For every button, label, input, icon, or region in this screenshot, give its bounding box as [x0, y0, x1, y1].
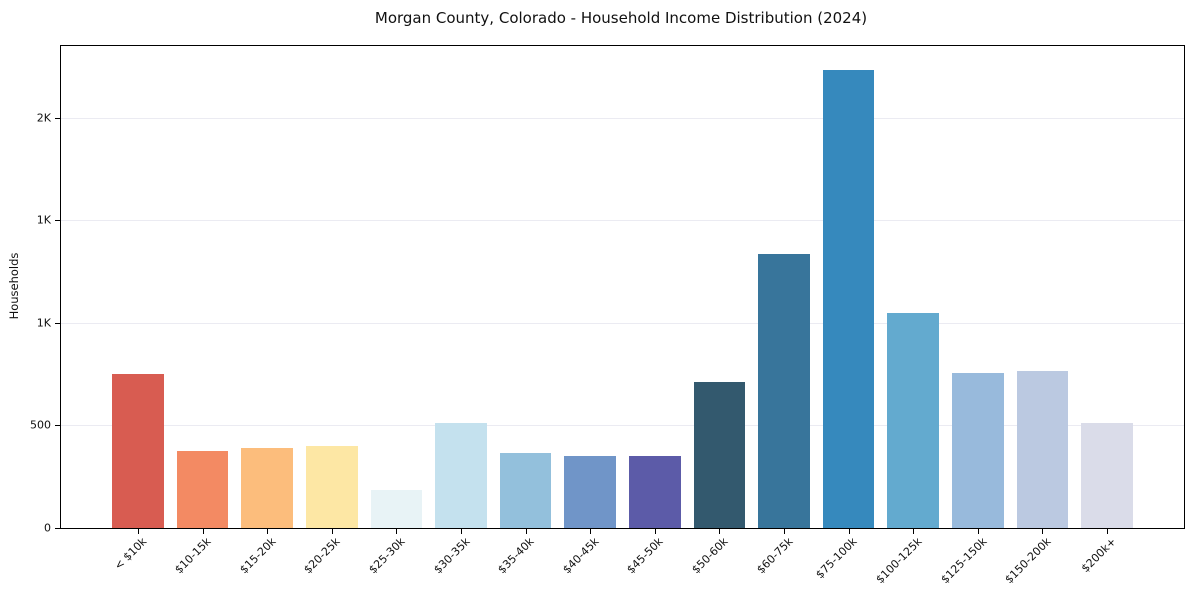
x-tick-mark [848, 529, 850, 534]
gridline [61, 425, 1184, 427]
x-tick-mark [331, 529, 333, 534]
bar [305, 445, 358, 528]
gridline [61, 117, 1184, 119]
bar [693, 382, 746, 528]
bar [370, 490, 423, 528]
gridline [61, 220, 1184, 222]
y-tick-mark [55, 220, 60, 222]
plot-area: 0 500 1K 1K 2K < $10k $10-15k $15-20k $20-25k $25… [30, 45, 1185, 586]
y-tick-mark [55, 425, 60, 427]
x-tick-mark [396, 529, 398, 534]
x-tick-label-text: $100-125k [873, 535, 925, 587]
bar [112, 374, 164, 528]
y-tick-mark [55, 117, 60, 119]
x-tick-label-text: $15-20k [237, 535, 279, 577]
x-tick-label-text: $50-60k [689, 535, 731, 577]
x-tick-label-text: $10-15k [172, 535, 214, 577]
x-tick-label-text: $125-150k [937, 535, 990, 587]
y-axis-label: Households [7, 252, 21, 320]
x-tick-mark [654, 529, 656, 534]
x-tick-label-text: < $10k [111, 535, 150, 573]
x-tick-label-text: $35-40k [495, 535, 537, 577]
x-tick-label-text: $45-50k [624, 535, 666, 577]
bar [952, 373, 1004, 528]
chart-title: Morgan County, Colorado - Household Inco… [374, 9, 868, 27]
x-tick-label-text: $75-100k [813, 535, 860, 582]
bar [499, 453, 552, 528]
bar [887, 312, 940, 528]
x-tick-label-text: $60-75k [753, 535, 796, 577]
bar [435, 423, 487, 528]
bar [1081, 423, 1133, 528]
x-tick-mark [202, 529, 204, 534]
y-tick-mark [55, 322, 60, 324]
y-tick-label: 500 [30, 418, 51, 432]
y-tick-label: 0 [44, 521, 51, 535]
bar [822, 70, 875, 528]
x-tick-label-text: $25-30k [366, 535, 408, 577]
x-tick-mark [719, 529, 721, 534]
y-tick-mark [55, 528, 60, 529]
x-tick-mark [1042, 529, 1044, 534]
bar [628, 456, 681, 528]
x-tick-mark [913, 529, 915, 534]
bar [758, 254, 810, 528]
bar [241, 448, 293, 528]
bar [176, 451, 229, 528]
x-tick-mark [784, 529, 786, 534]
x-tick-label-text: $40-45k [560, 535, 602, 577]
x-tick-label-text: $200k+ [1078, 535, 1119, 576]
x-tick-mark [525, 529, 527, 534]
x-tick-mark [1107, 529, 1109, 534]
x-tick-label-text: $150-200k [1002, 535, 1054, 587]
bar [1016, 371, 1069, 528]
y-tick-label: 1K [36, 316, 51, 330]
x-tick-mark [977, 529, 979, 534]
x-tick-label-text: $30-35k [430, 535, 473, 577]
y-tick-label: 2K [36, 111, 51, 125]
x-tick-mark [590, 529, 592, 534]
gridline [61, 322, 1184, 324]
x-tick-mark [137, 529, 139, 534]
bar [564, 455, 617, 528]
x-tick-mark [267, 529, 269, 534]
x-tick-label-text: $20-25k [301, 535, 343, 577]
y-tick-label: 1K [36, 213, 51, 227]
x-tick-mark [460, 529, 462, 534]
